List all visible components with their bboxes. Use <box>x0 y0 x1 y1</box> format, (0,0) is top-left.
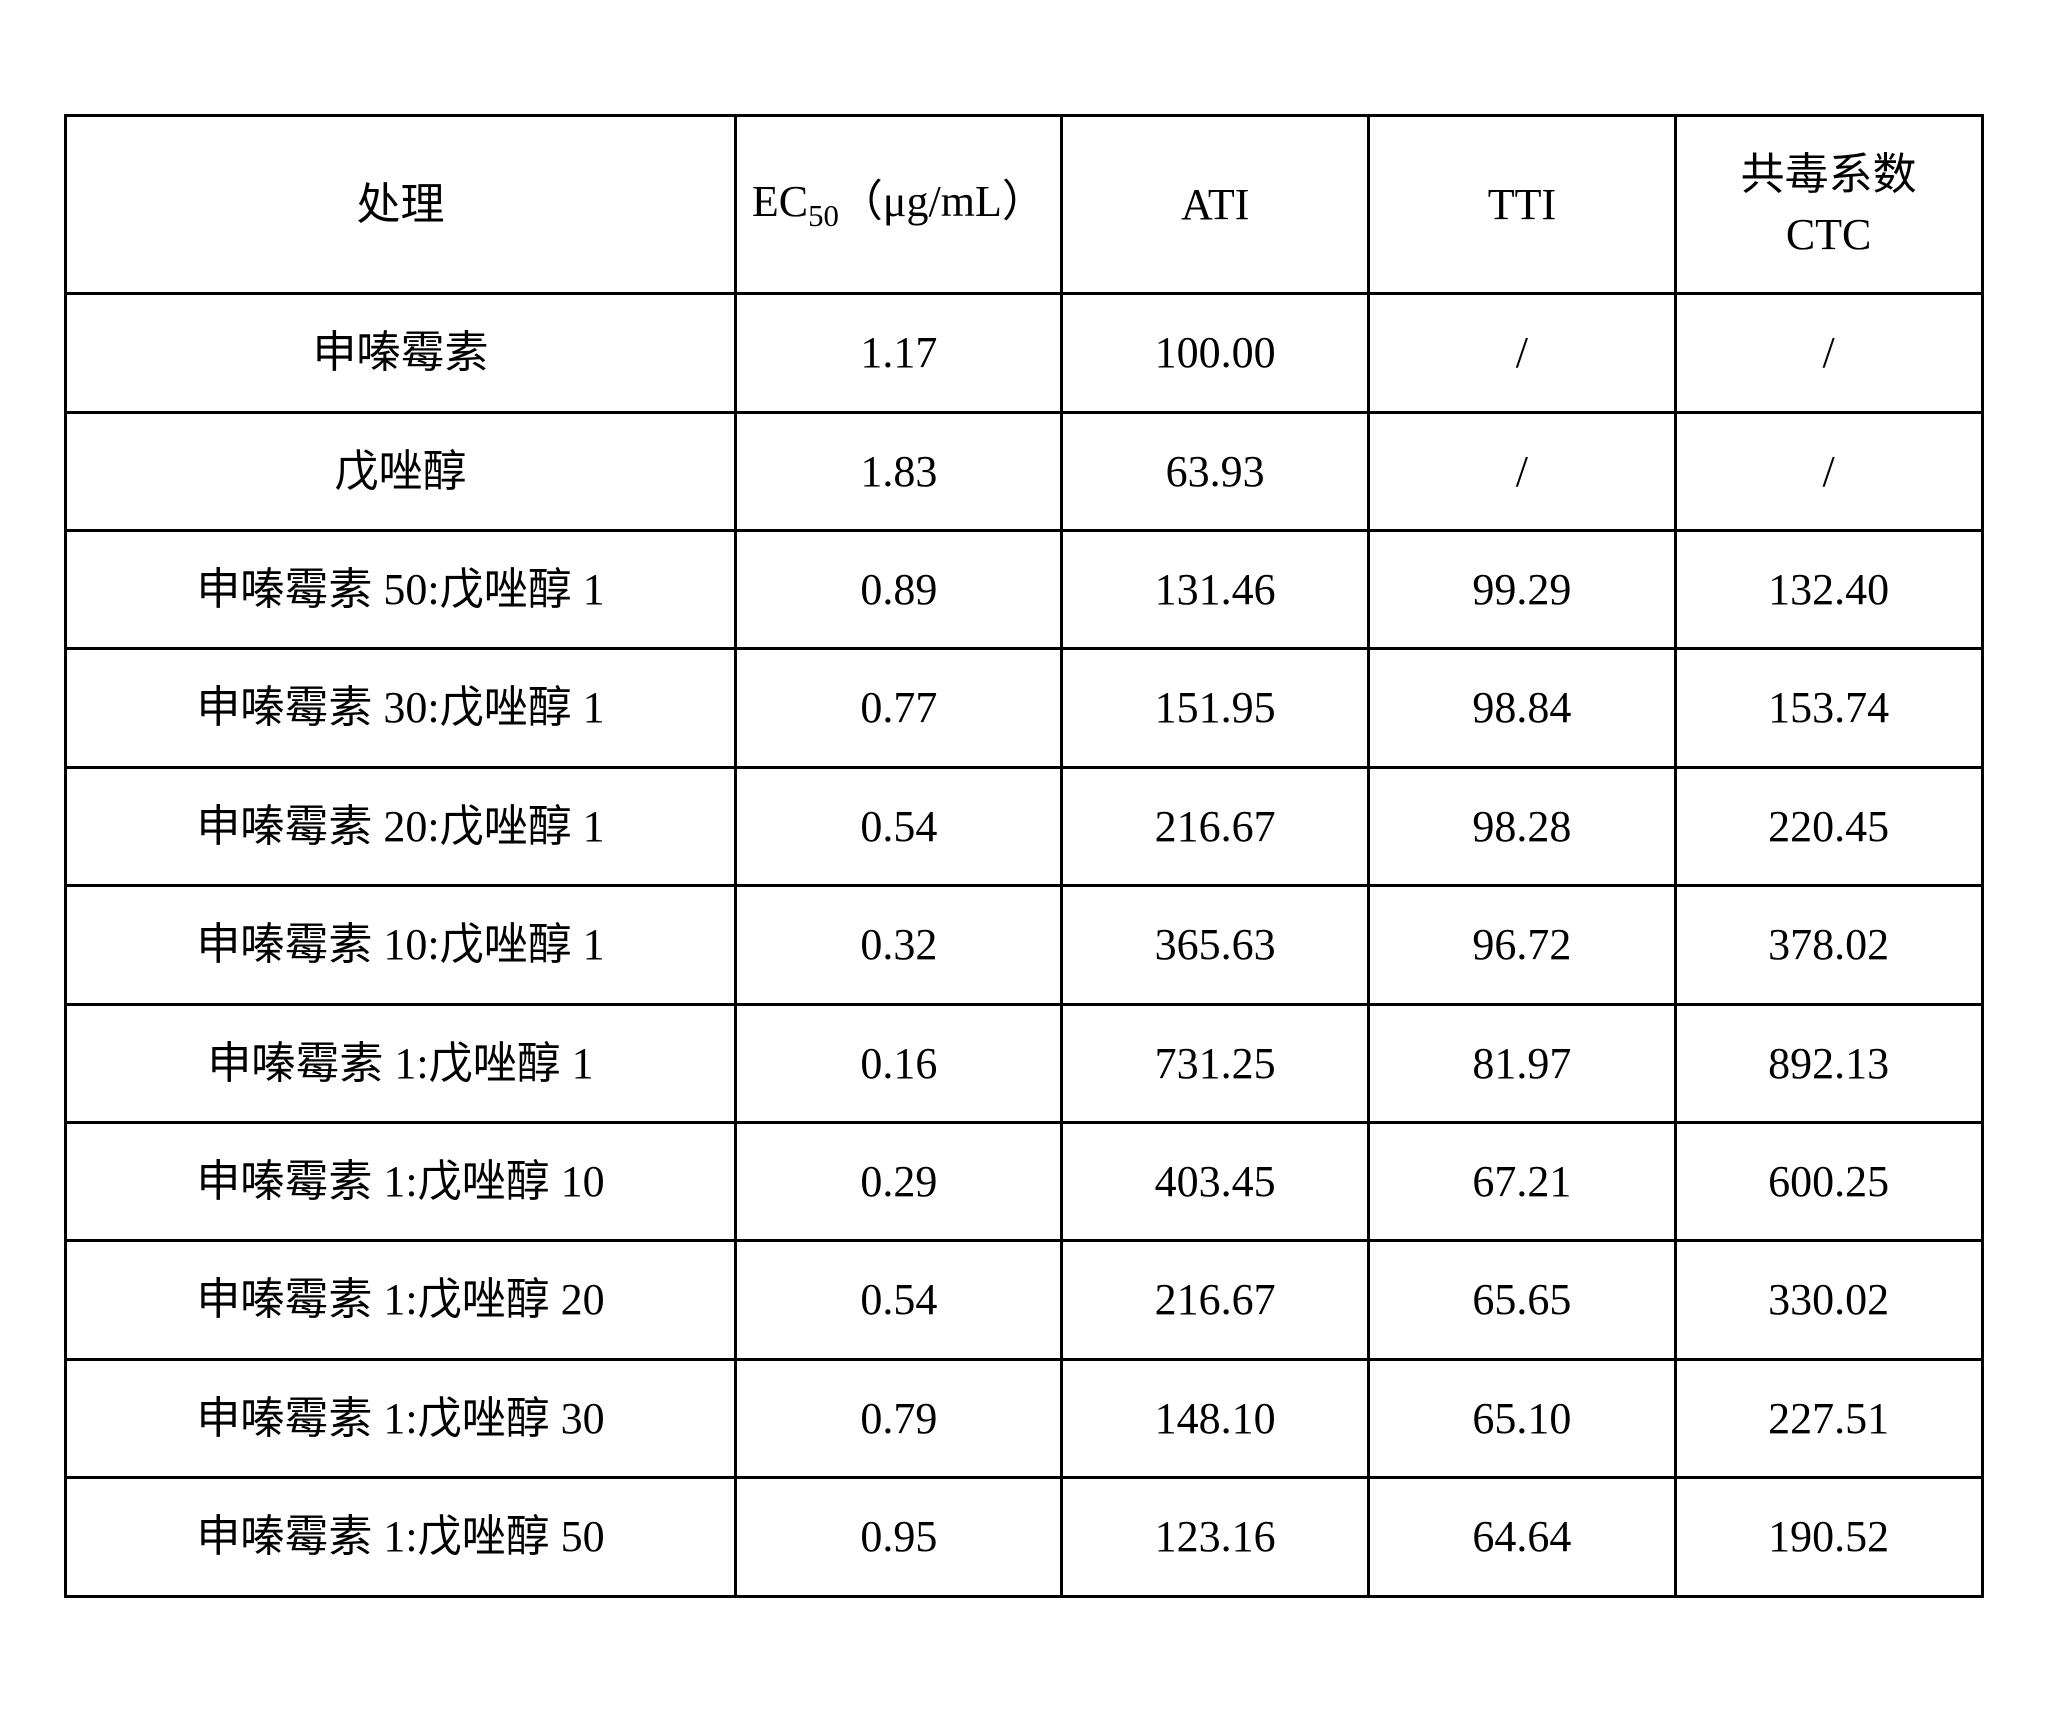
cell-ec50: 0.32 <box>736 886 1062 1004</box>
cell-tti: 65.10 <box>1369 1359 1676 1477</box>
cell-ctc: / <box>1675 412 1982 530</box>
cell-ec50: 0.54 <box>736 767 1062 885</box>
table-row: 戊唑醇1.8363.93// <box>65 412 1982 530</box>
table-row: 申嗪霉素 1:戊唑醇 100.29403.4567.21600.25 <box>65 1122 1982 1240</box>
cell-tti: 67.21 <box>1369 1122 1676 1240</box>
cell-ec50: 0.54 <box>736 1241 1062 1359</box>
cell-ctc: 378.02 <box>1675 886 1982 1004</box>
cell-ati: 216.67 <box>1062 1241 1369 1359</box>
cell-ati: 151.95 <box>1062 649 1369 767</box>
cell-treatment: 申嗪霉素 1:戊唑醇 10 <box>65 1122 736 1240</box>
ctc-line2: CTC <box>1786 210 1872 259</box>
cell-ctc: 600.25 <box>1675 1122 1982 1240</box>
toxicity-table: 处理 EC50（μg/mL） ATI TTI 共毒系数 CTC 申嗪霉素1.17… <box>64 114 1984 1597</box>
cell-ctc: 892.13 <box>1675 1004 1982 1122</box>
ec50-subscript: 50 <box>808 199 839 233</box>
cell-ati: 403.45 <box>1062 1122 1369 1240</box>
cell-ec50: 1.83 <box>736 412 1062 530</box>
table-row: 申嗪霉素1.17100.00// <box>65 294 1982 412</box>
cell-tti: / <box>1369 412 1676 530</box>
col-header-ctc: 共毒系数 CTC <box>1675 116 1982 294</box>
table-row: 申嗪霉素 1:戊唑醇 200.54216.6765.65330.02 <box>65 1241 1982 1359</box>
cell-ec50: 0.79 <box>736 1359 1062 1477</box>
cell-ati: 131.46 <box>1062 531 1369 649</box>
cell-treatment: 申嗪霉素 1:戊唑醇 50 <box>65 1478 736 1596</box>
col-header-ec50: EC50（μg/mL） <box>736 116 1062 294</box>
cell-treatment: 申嗪霉素 50:戊唑醇 1 <box>65 531 736 649</box>
cell-ctc: 220.45 <box>1675 767 1982 885</box>
cell-ec50: 1.17 <box>736 294 1062 412</box>
cell-tti: 98.84 <box>1369 649 1676 767</box>
cell-ati: 365.63 <box>1062 886 1369 1004</box>
cell-treatment: 申嗪霉素 1:戊唑醇 20 <box>65 1241 736 1359</box>
cell-treatment: 申嗪霉素 30:戊唑醇 1 <box>65 649 736 767</box>
table-row: 申嗪霉素 10:戊唑醇 10.32365.6396.72378.02 <box>65 886 1982 1004</box>
cell-ati: 216.67 <box>1062 767 1369 885</box>
ec50-suffix: （μg/mL） <box>839 177 1046 226</box>
table-body: 申嗪霉素1.17100.00//戊唑醇1.8363.93//申嗪霉素 50:戊唑… <box>65 294 1982 1596</box>
table-row: 申嗪霉素 30:戊唑醇 10.77151.9598.84153.74 <box>65 649 1982 767</box>
cell-ctc: 153.74 <box>1675 649 1982 767</box>
cell-ctc: 330.02 <box>1675 1241 1982 1359</box>
cell-tti: 81.97 <box>1369 1004 1676 1122</box>
cell-ati: 731.25 <box>1062 1004 1369 1122</box>
cell-ec50: 0.77 <box>736 649 1062 767</box>
table-header: 处理 EC50（μg/mL） ATI TTI 共毒系数 CTC <box>65 116 1982 294</box>
cell-ctc: / <box>1675 294 1982 412</box>
table-row: 申嗪霉素 20:戊唑醇 10.54216.6798.28220.45 <box>65 767 1982 885</box>
cell-tti: 65.65 <box>1369 1241 1676 1359</box>
table-row: 申嗪霉素 50:戊唑醇 10.89131.4699.29132.40 <box>65 531 1982 649</box>
cell-ec50: 0.16 <box>736 1004 1062 1122</box>
cell-treatment: 申嗪霉素 <box>65 294 736 412</box>
table-row: 申嗪霉素 1:戊唑醇 10.16731.2581.97892.13 <box>65 1004 1982 1122</box>
cell-ati: 123.16 <box>1062 1478 1369 1596</box>
cell-treatment: 申嗪霉素 10:戊唑醇 1 <box>65 886 736 1004</box>
cell-tti: 96.72 <box>1369 886 1676 1004</box>
ctc-line1: 共毒系数 <box>1741 150 1917 199</box>
cell-ati: 100.00 <box>1062 294 1369 412</box>
col-header-tti: TTI <box>1369 116 1676 294</box>
col-header-ati: ATI <box>1062 116 1369 294</box>
cell-tti: / <box>1369 294 1676 412</box>
col-header-tti-label: TTI <box>1488 180 1556 229</box>
cell-tti: 99.29 <box>1369 531 1676 649</box>
cell-ec50: 0.89 <box>736 531 1062 649</box>
table-row: 申嗪霉素 1:戊唑醇 500.95123.1664.64190.52 <box>65 1478 1982 1596</box>
cell-treatment: 申嗪霉素 1:戊唑醇 1 <box>65 1004 736 1122</box>
col-header-treatment-label: 处理 <box>356 180 444 229</box>
cell-ati: 148.10 <box>1062 1359 1369 1477</box>
cell-treatment: 申嗪霉素 20:戊唑醇 1 <box>65 767 736 885</box>
cell-ec50: 0.95 <box>736 1478 1062 1596</box>
cell-treatment: 申嗪霉素 1:戊唑醇 30 <box>65 1359 736 1477</box>
toxicity-table-container: 处理 EC50（μg/mL） ATI TTI 共毒系数 CTC 申嗪霉素1.17… <box>64 114 1984 1597</box>
cell-tti: 64.64 <box>1369 1478 1676 1596</box>
cell-ctc: 227.51 <box>1675 1359 1982 1477</box>
table-header-row: 处理 EC50（μg/mL） ATI TTI 共毒系数 CTC <box>65 116 1982 294</box>
cell-ctc: 190.52 <box>1675 1478 1982 1596</box>
cell-ctc: 132.40 <box>1675 531 1982 649</box>
ec50-prefix: EC <box>752 177 808 226</box>
cell-ec50: 0.29 <box>736 1122 1062 1240</box>
cell-treatment: 戊唑醇 <box>65 412 736 530</box>
cell-tti: 98.28 <box>1369 767 1676 885</box>
table-row: 申嗪霉素 1:戊唑醇 300.79148.1065.10227.51 <box>65 1359 1982 1477</box>
col-header-treatment: 处理 <box>65 116 736 294</box>
col-header-ati-label: ATI <box>1181 180 1249 229</box>
cell-ati: 63.93 <box>1062 412 1369 530</box>
